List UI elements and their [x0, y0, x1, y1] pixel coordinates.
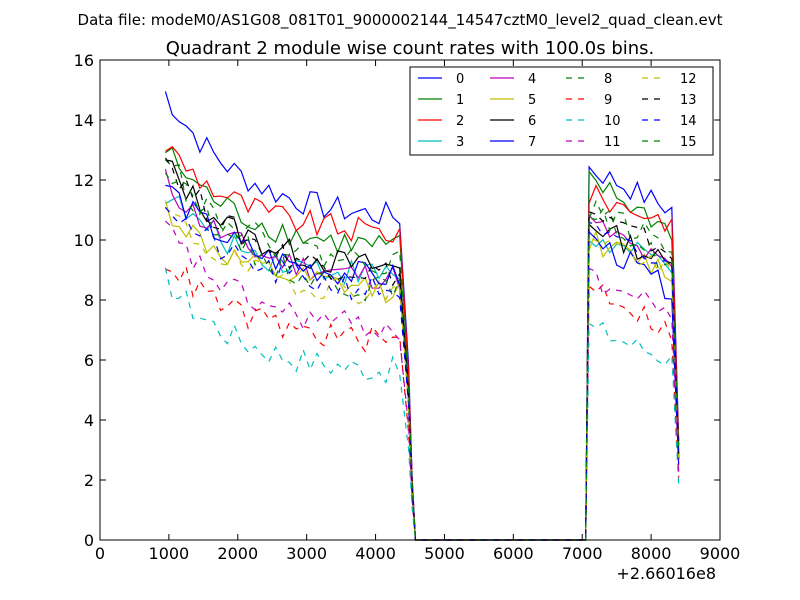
- x-tick-label: 0: [95, 544, 105, 563]
- legend-label-7: 7: [528, 135, 536, 150]
- series-line-15: [164, 172, 680, 541]
- supertitle: Data file: modeM0/AS1G08_081T01_90000021…: [78, 11, 723, 30]
- series-line-0: [164, 91, 680, 541]
- x-tick-label: 1000: [149, 544, 190, 563]
- series-line-12: [165, 207, 680, 541]
- x-tick-label: 5000: [424, 544, 465, 563]
- y-tick-label: 0: [84, 531, 94, 550]
- legend-label-12: 12: [680, 72, 697, 87]
- y-tick-label: 10: [74, 231, 94, 250]
- legend-label-11: 11: [604, 135, 621, 150]
- legend-label-5: 5: [528, 93, 536, 108]
- x-tick-label: 2000: [217, 544, 258, 563]
- y-tick-label: 8: [84, 291, 94, 310]
- legend-label-6: 6: [528, 114, 536, 129]
- legend-label-15: 15: [680, 135, 697, 150]
- x-axis: 0 1000 2000 3000 4000 5000 6000 7000 8000 9000: [95, 60, 740, 563]
- series-line-8: [164, 159, 680, 541]
- y-tick-label: 12: [74, 171, 94, 190]
- x-tick-label: 7000: [562, 544, 603, 563]
- x-tick-label: 8000: [631, 544, 672, 563]
- x-tick-label: 3000: [286, 544, 327, 563]
- y-tick-label: 2: [84, 471, 94, 490]
- x-tick-label: 6000: [493, 544, 534, 563]
- legend-label-4: 4: [528, 72, 536, 87]
- series-line-11: [164, 220, 680, 541]
- legend-label-3: 3: [456, 135, 464, 150]
- legend-label-10: 10: [604, 114, 621, 129]
- legend-label-2: 2: [456, 114, 464, 129]
- chart-title: Quadrant 2 module wise count rates with …: [166, 38, 655, 59]
- y-tick-label: 4: [84, 411, 94, 430]
- series-line-7: [165, 184, 680, 541]
- legend-frame: [409, 66, 714, 156]
- x-tick-label: 4000: [355, 544, 396, 563]
- series-line-2: [165, 145, 680, 541]
- series-line-1: [165, 146, 680, 541]
- y-tick-label: 14: [74, 111, 94, 130]
- legend-label-9: 9: [604, 93, 612, 108]
- legend-label-0: 0: [456, 72, 464, 87]
- series-line-10: [164, 267, 680, 541]
- legend-label-1: 1: [456, 93, 464, 108]
- series-layer: [164, 91, 680, 541]
- series-line-6: [165, 159, 680, 541]
- x-tick-label: 9000: [700, 544, 741, 563]
- legend-label-14: 14: [680, 114, 697, 129]
- x-offset-label: +2.66016e8: [616, 564, 716, 583]
- y-tick-label: 16: [74, 51, 94, 70]
- legend-label-8: 8: [604, 72, 612, 87]
- legend-label-13: 13: [680, 93, 697, 108]
- y-tick-label: 6: [84, 351, 94, 370]
- series-line-14: [164, 207, 680, 541]
